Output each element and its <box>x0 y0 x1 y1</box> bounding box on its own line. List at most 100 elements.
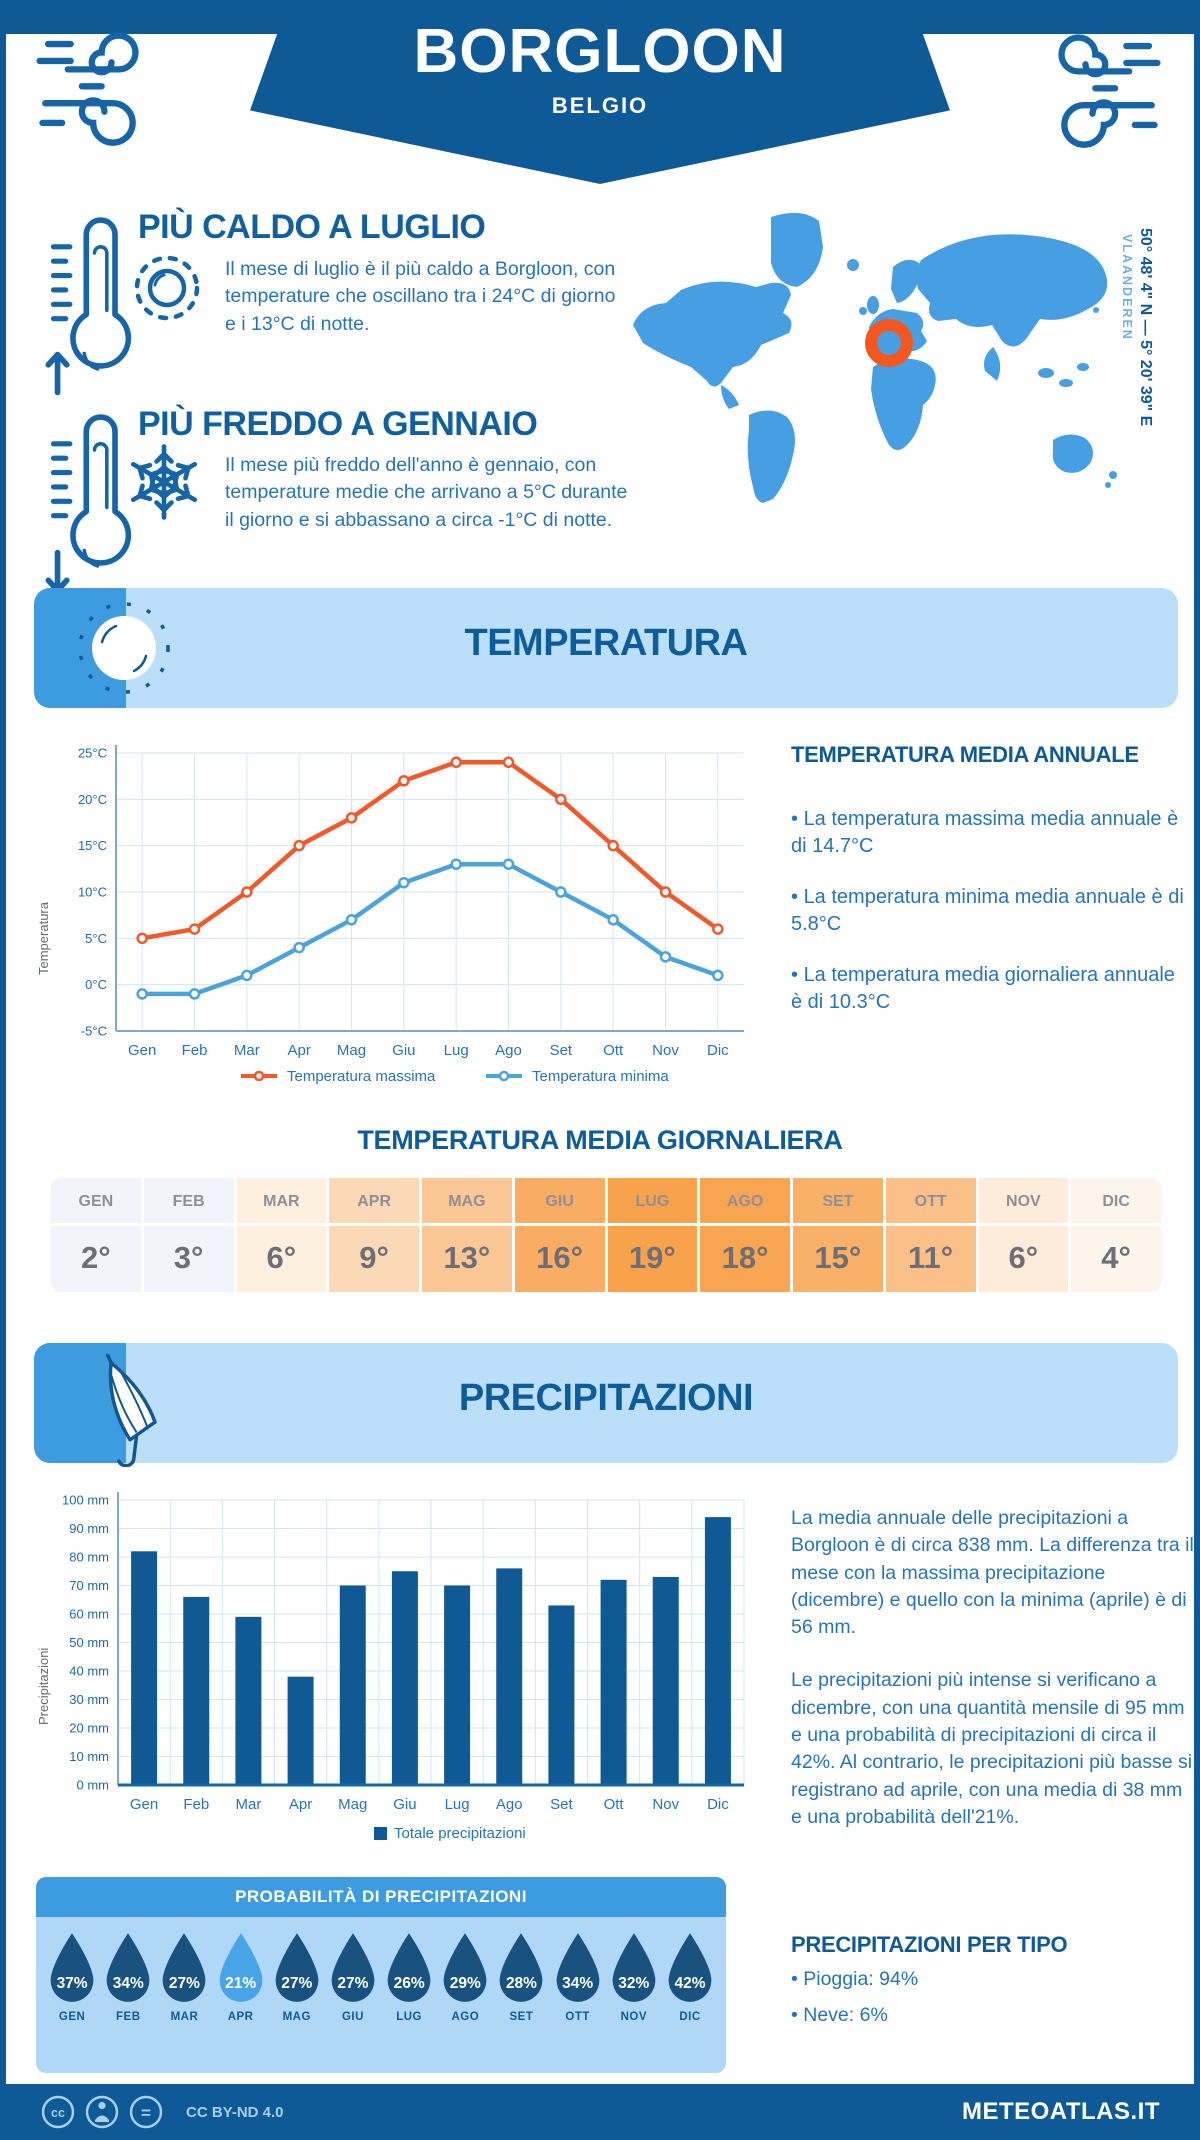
temperature-line-chart: -5°C 0°C 5°C 10°C 15°C 20°C 25°C Gen Feb Mar Apr Ma… <box>78 745 744 1085</box>
temp-table-value: 6° <box>266 1240 297 1275</box>
x-tick-label: Dic <box>707 1796 729 1813</box>
droplet-percentage: 32% <box>618 1975 650 1992</box>
temp-table-month: NOV <box>978 1178 1069 1226</box>
droplet-shape <box>331 1933 375 2002</box>
page-title: BORGLOON <box>413 17 787 86</box>
droplet-percentage: 27% <box>281 1975 313 1992</box>
x-tick-label: Lug <box>445 1796 470 1813</box>
temp-table-value: 13° <box>443 1240 491 1275</box>
temp-table-month: GEN <box>51 1178 141 1226</box>
x-tick-label: Giu <box>392 1042 415 1059</box>
droplet-percentage: 27% <box>337 1975 369 1992</box>
coordinates-label: 50° 48' 4" N — 5° 20' 39" E <box>1137 228 1154 427</box>
temp-chart-ylabel: Temperatura <box>36 902 51 975</box>
y-tick-label: 80 mm <box>69 1550 109 1565</box>
temp-table-column: DIC 4° <box>1071 1178 1161 1292</box>
umbrella-icon <box>106 1353 157 1467</box>
droplet-icon <box>163 1933 206 2002</box>
svg-text:cc: cc <box>51 2106 65 2120</box>
precip-summary-paragraph: Le precipitazioni più intense si verific… <box>791 1669 1193 1828</box>
cc-license-icons: cc = <box>41 2095 163 2129</box>
droplet-month: LUG <box>396 2011 422 2023</box>
x-tick-label: Giu <box>393 1796 416 1813</box>
droplet-month: OTT <box>565 2011 590 2023</box>
data-point <box>502 858 515 870</box>
data-point <box>659 951 672 963</box>
probability-title: PROBABILITÀ DI PRECIPITAZIONI <box>36 1877 726 1917</box>
droplet-icon <box>556 1933 599 2002</box>
droplet-shape <box>387 1933 431 2002</box>
droplet-shape <box>443 1933 487 2002</box>
droplet-slot: 37% GEN <box>44 1931 100 2073</box>
wind-icon <box>1058 34 1161 148</box>
droplet-percentage: 28% <box>505 1975 537 1992</box>
data-point <box>136 988 148 1000</box>
y-tick-label: 30 mm <box>69 1692 109 1707</box>
precipitation-bar-chart: 0 mm 10 mm 20 mm 30 mm 40 mm 50 mm 60 mm 70 mm 8… <box>62 1492 745 1842</box>
data-point <box>502 756 515 769</box>
x-tick-label: Mag <box>338 1796 367 1813</box>
person-icon <box>85 2095 119 2129</box>
precip-type-title: PRECIPITAZIONI PER TIPO <box>791 1932 1068 1957</box>
droplet-percentage: 34% <box>562 1975 594 1992</box>
precipitation-title: PRECIPITAZIONI <box>458 1377 754 1419</box>
droplet-percentage: 42% <box>674 1975 706 1992</box>
data-point <box>136 932 148 945</box>
thermometer-up-icon <box>45 217 132 396</box>
bar <box>652 1576 679 1785</box>
temp-table-month: AGO <box>700 1178 790 1226</box>
daily-temp-title: TEMPERATURA MEDIA GIORNALIERA <box>357 1125 843 1155</box>
droplet-slot: 32% NOV <box>606 1931 662 2073</box>
y-tick-label: 90 mm <box>69 1521 109 1536</box>
temp-table-column: GEN 2° <box>51 1178 141 1292</box>
temp-table-month: FEB <box>143 1178 234 1226</box>
droplet-month: DIC <box>679 2011 701 2023</box>
x-tick-label: Nov <box>652 1042 679 1059</box>
bar <box>183 1596 210 1785</box>
x-tick-label: Nov <box>652 1796 679 1813</box>
daily-temp-table: GEN 2° FEB 3° MAR 6° APR 9° MAG 13° GIU 16° LUG 19° AG… <box>51 1178 1161 1292</box>
data-point <box>712 969 724 982</box>
droplet-icon <box>443 1933 487 2002</box>
temp-table-month: LUG <box>607 1178 698 1226</box>
temp-table-value: 15° <box>814 1240 862 1275</box>
temp-table-value: 6° <box>1008 1240 1039 1275</box>
data-point <box>712 923 724 935</box>
droplet-month: GIU <box>341 2011 364 2023</box>
data-point <box>450 756 462 769</box>
temperature-section-band: TEMPERATURA <box>34 588 1178 708</box>
bar <box>444 1585 471 1785</box>
data-point <box>241 969 253 982</box>
bar <box>496 1568 523 1785</box>
site-label: METEOATLAS.IT <box>961 2098 1160 2125</box>
probability-panel: PROBABILITÀ DI PRECIPITAZIONI 37% GEN 34% F… <box>36 1877 726 2073</box>
x-tick-label: Mar <box>235 1796 261 1813</box>
droplet-icon <box>219 1933 262 2002</box>
bar <box>548 1605 575 1785</box>
droplet-shape <box>500 1933 543 2002</box>
sun-icon <box>134 255 200 321</box>
droplet-month: MAR <box>170 2011 199 2023</box>
droplet-icon <box>500 1933 543 2002</box>
temp-table-month: GIU <box>514 1178 605 1226</box>
droplet-icon <box>275 1933 319 2002</box>
x-tick-label: Lug <box>444 1042 469 1059</box>
y-tick-label: 15°C <box>78 838 107 853</box>
droplet-icon <box>106 1933 150 2002</box>
droplet-shape <box>275 1933 319 2002</box>
droplet-shape <box>668 1933 712 2002</box>
droplet-slot: 21% APR <box>213 1931 269 2073</box>
temp-table-month: MAG <box>422 1178 512 1226</box>
droplet-percentage: 27% <box>168 1975 200 1992</box>
y-tick-label: 50 mm <box>69 1635 109 1650</box>
footer: cc = CC BY-ND 4.0 METEOATLAS.IT <box>6 2084 1194 2140</box>
cold-section-title: PIÙ FREDDO A GENNAIO <box>138 405 538 443</box>
data-point <box>607 914 619 926</box>
droplet-percentage: 34% <box>112 1975 144 1992</box>
droplet-icon <box>331 1933 375 2002</box>
droplet-icon <box>50 1933 94 2002</box>
droplet-month: MAG <box>282 2011 311 2023</box>
cc-icon <box>41 2095 75 2129</box>
droplet-month: SET <box>509 2011 534 2023</box>
